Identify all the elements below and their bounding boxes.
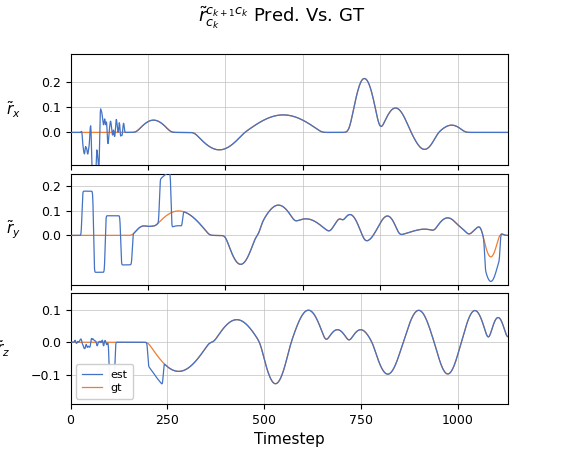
est [67, 340, 74, 345]
gt [498, 232, 505, 237]
gt [275, 202, 282, 208]
gt [360, 328, 367, 334]
Y-axis label: $\tilde{r}_z$: $\tilde{r}_z$ [0, 338, 10, 359]
gt [360, 236, 367, 241]
gt [305, 307, 311, 313]
est [487, 279, 494, 284]
gt [314, 220, 320, 226]
gt [448, 216, 455, 222]
gt [361, 76, 368, 81]
est [360, 328, 367, 334]
gt [448, 369, 455, 375]
est [305, 216, 311, 222]
est [498, 130, 505, 135]
est [305, 120, 311, 126]
gt [504, 232, 511, 238]
gt [498, 130, 505, 135]
Legend: est, gt: est, gt [76, 364, 133, 399]
gt [504, 334, 511, 339]
gt [67, 130, 74, 135]
Line: gt: gt [70, 205, 508, 264]
est [504, 130, 511, 135]
gt [383, 213, 390, 219]
gt [498, 318, 505, 324]
est [382, 213, 389, 219]
est [360, 235, 367, 241]
est [166, 169, 173, 175]
Line: gt: gt [70, 310, 508, 384]
est [360, 76, 367, 81]
est [448, 123, 455, 128]
gt [67, 340, 74, 345]
est [67, 130, 74, 135]
est [504, 334, 511, 339]
est [504, 232, 511, 238]
est [67, 233, 74, 238]
Line: est: est [70, 172, 508, 281]
Text: $\tilde{r}_{c_k}^{c_{k+1}c_k}$ Pred. Vs. GT: $\tilde{r}_{c_k}^{c_{k+1}c_k}$ Pred. Vs.… [199, 5, 365, 31]
gt [314, 317, 320, 322]
Y-axis label: $\tilde{r}_y$: $\tilde{r}_y$ [6, 218, 20, 241]
X-axis label: Timestep: Timestep [254, 432, 324, 447]
est [498, 318, 505, 324]
gt [216, 147, 223, 153]
gt [383, 115, 390, 121]
gt [314, 126, 320, 132]
Line: est: est [70, 79, 508, 178]
est [314, 317, 320, 322]
gt [305, 120, 311, 126]
gt [360, 76, 367, 81]
gt [448, 123, 455, 128]
est [383, 115, 390, 121]
Line: gt: gt [70, 79, 508, 150]
gt [305, 307, 312, 313]
est [448, 369, 455, 375]
est [361, 76, 368, 81]
est [305, 307, 311, 313]
est [498, 232, 505, 237]
gt [305, 217, 312, 222]
gt [383, 371, 390, 376]
gt [504, 130, 511, 135]
est [314, 220, 320, 225]
gt [237, 262, 244, 267]
Y-axis label: $\tilde{r}_x$: $\tilde{r}_x$ [6, 99, 20, 120]
gt [67, 233, 74, 238]
est [108, 385, 115, 390]
est [383, 371, 390, 376]
est [447, 216, 454, 222]
gt [272, 381, 279, 386]
est [92, 176, 99, 181]
est [314, 126, 320, 132]
est [305, 307, 312, 313]
Line: est: est [70, 310, 508, 388]
